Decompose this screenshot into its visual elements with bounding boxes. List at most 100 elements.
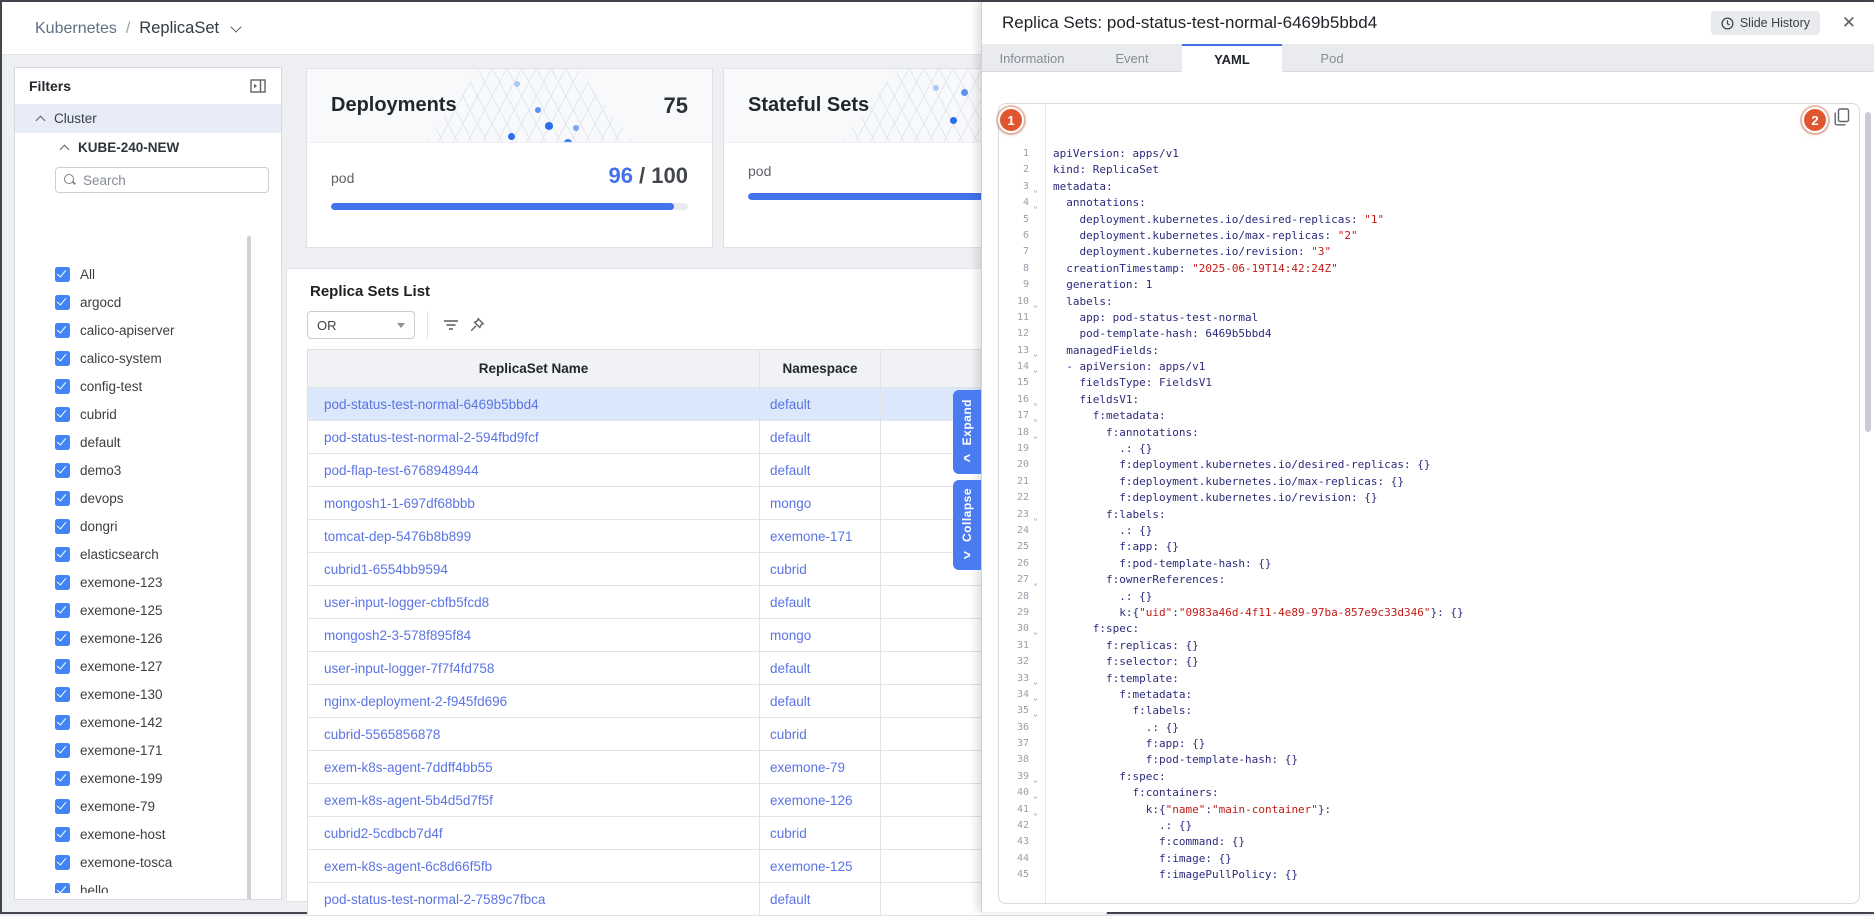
namespace-link[interactable]: default	[770, 660, 811, 676]
namespace-item-hello[interactable]: hello	[15, 876, 281, 893]
line-number[interactable]: 14 ⌄	[999, 359, 1038, 375]
checkbox-checked[interactable]	[55, 882, 70, 893]
namespace-item-exemone-79[interactable]: exemone-79	[15, 792, 281, 820]
namespace-item-dongri[interactable]: dongri	[15, 512, 281, 540]
replicaset-name-link[interactable]: exem-k8s-agent-5b4d5d7f5f	[324, 792, 493, 808]
breadcrumb-root[interactable]: Kubernetes	[35, 19, 117, 37]
namespace-link[interactable]: default	[770, 693, 811, 709]
table-row[interactable]: cubrid2-5cdbcb7d4f cubrid	[308, 817, 1106, 850]
checkbox-checked[interactable]	[55, 350, 70, 366]
namespace-link[interactable]: exemone-171	[770, 528, 853, 544]
fold-caret-icon[interactable]: ⌄	[1033, 414, 1038, 424]
line-number[interactable]: 41 ⌄	[999, 802, 1038, 818]
tab-pod[interactable]: Pod	[1320, 50, 1344, 66]
namespace-item-calico-system[interactable]: calico-system	[15, 344, 281, 372]
namespace-link[interactable]: exemone-79	[770, 759, 846, 775]
namespace-item-config-test[interactable]: config-test	[15, 372, 281, 400]
namespace-item-exemone-tosca[interactable]: exemone-tosca	[15, 848, 281, 876]
chevron-up-icon[interactable]	[59, 144, 70, 155]
fold-caret-icon[interactable]: ⌄	[1033, 791, 1038, 801]
namespace-item-exemone-host[interactable]: exemone-host	[15, 820, 281, 848]
line-number[interactable]: 33 ⌄	[999, 671, 1038, 687]
namespace-link[interactable]: default	[770, 891, 811, 907]
replicaset-name-link[interactable]: tomcat-dep-5476b8b899	[324, 528, 472, 544]
namespace-item-devops[interactable]: devops	[15, 484, 281, 512]
fold-caret-icon[interactable]: ⌄	[1033, 676, 1038, 686]
checkbox-checked[interactable]	[55, 434, 70, 450]
namespace-item-exemone-199[interactable]: exemone-199	[15, 764, 281, 792]
replicaset-name-link[interactable]: exem-k8s-agent-7ddff4bb55	[324, 759, 493, 775]
line-number[interactable]: 16 ⌄	[999, 392, 1038, 408]
table-row[interactable]: nginx-deployment-2-f945fd696 default	[308, 685, 1106, 718]
namespace-item-All[interactable]: All	[15, 260, 281, 288]
table-row[interactable]: user-input-logger-7f7f4fd758 default	[308, 652, 1106, 685]
table-row[interactable]: mongosh2-3-578f895f84 mongo	[308, 619, 1106, 652]
line-number[interactable]: 30 ⌄	[999, 621, 1038, 637]
column-header-namespace[interactable]: Namespace	[760, 350, 881, 387]
fold-caret-icon[interactable]: ⌄	[1033, 627, 1038, 637]
checkbox-checked[interactable]	[55, 630, 70, 646]
checkbox-checked[interactable]	[55, 518, 70, 534]
line-number[interactable]: 10 ⌄	[999, 294, 1038, 310]
namespace-link[interactable]: cubrid	[770, 825, 807, 841]
replicaset-name-link[interactable]: pod-status-test-normal-2-594fbd9fcf	[324, 429, 539, 445]
replicaset-name-link[interactable]: user-input-logger-7f7f4fd758	[324, 660, 495, 676]
replicaset-name-link[interactable]: cubrid-5565856878	[324, 726, 441, 742]
operator-select[interactable]: OR	[307, 311, 415, 339]
checkbox-checked[interactable]	[55, 854, 70, 870]
line-number[interactable]: 34 ⌄	[999, 687, 1038, 703]
checkbox-checked[interactable]	[55, 798, 70, 814]
chevron-down-icon[interactable]	[230, 20, 242, 33]
namespace-item-exemone-123[interactable]: exemone-123	[15, 568, 281, 596]
line-number[interactable]: 40 ⌄	[999, 785, 1038, 801]
checkbox-checked[interactable]	[55, 546, 70, 562]
line-number[interactable]: 3 ⌄	[999, 179, 1038, 195]
filter-icon[interactable]	[438, 312, 464, 338]
table-row[interactable]: exem-k8s-agent-7ddff4bb55 exemone-79	[308, 751, 1106, 784]
breadcrumb-current[interactable]: ReplicaSet	[139, 19, 220, 37]
replicaset-name-link[interactable]: exem-k8s-agent-6c8d66f5fb	[324, 858, 493, 874]
checkbox-checked[interactable]	[55, 462, 70, 478]
line-number[interactable]: 35 ⌄	[999, 703, 1038, 719]
namespace-link[interactable]: default	[770, 429, 811, 445]
namespace-item-calico-apiserver[interactable]: calico-apiserver	[15, 316, 281, 344]
column-header-replicaset-name[interactable]: ReplicaSet Name	[308, 350, 760, 387]
checkbox-checked[interactable]	[55, 770, 70, 786]
namespace-link[interactable]: default	[770, 594, 811, 610]
namespace-item-default[interactable]: default	[15, 428, 281, 456]
replicaset-name-link[interactable]: mongosh1-1-697df68bbb	[324, 495, 475, 511]
fold-caret-icon[interactable]: ⌄	[1033, 184, 1038, 194]
fold-caret-icon[interactable]: ⌄	[1033, 348, 1038, 358]
fold-caret-icon[interactable]: ⌄	[1033, 709, 1038, 719]
line-number[interactable]: 39 ⌄	[999, 769, 1038, 785]
tree-node-cluster[interactable]: Cluster	[15, 104, 281, 133]
namespace-link[interactable]: mongo	[770, 495, 812, 511]
checkbox-checked[interactable]	[55, 714, 70, 730]
tab-information[interactable]: Information	[999, 50, 1065, 66]
slide-history-button[interactable]: Slide History	[1710, 11, 1820, 35]
chevron-up-icon[interactable]	[35, 115, 46, 126]
copy-icon[interactable]	[1834, 108, 1850, 126]
namespace-link[interactable]: mongo	[770, 627, 812, 643]
fold-caret-icon[interactable]: ⌄	[1033, 512, 1038, 522]
namespace-item-exemone-127[interactable]: exemone-127	[15, 652, 281, 680]
tab-yaml[interactable]: YAML	[1182, 44, 1282, 72]
checkbox-checked[interactable]	[55, 602, 70, 618]
namespace-link[interactable]: default	[770, 462, 811, 478]
checkbox-checked[interactable]	[55, 322, 70, 338]
namespace-item-cubrid[interactable]: cubrid	[15, 400, 281, 428]
namespace-item-elasticsearch[interactable]: elasticsearch	[15, 540, 281, 568]
namespace-item-exemone-126[interactable]: exemone-126	[15, 624, 281, 652]
close-icon[interactable]: ✕	[1841, 13, 1856, 32]
checkbox-checked[interactable]	[55, 826, 70, 842]
panel-scrollbar[interactable]	[1865, 112, 1871, 432]
fold-caret-icon[interactable]: ⌄	[1033, 365, 1038, 375]
replicaset-name-link[interactable]: nginx-deployment-2-f945fd696	[324, 693, 508, 709]
replicaset-name-link[interactable]: cubrid2-5cdbcb7d4f	[324, 825, 443, 841]
fold-caret-icon[interactable]: ⌄	[1033, 201, 1038, 211]
line-number[interactable]: 17 ⌄	[999, 408, 1038, 424]
namespace-item-exemone-142[interactable]: exemone-142	[15, 708, 281, 736]
fold-caret-icon[interactable]: ⌄	[1033, 578, 1038, 588]
namespace-item-exemone-171[interactable]: exemone-171	[15, 736, 281, 764]
namespace-link[interactable]: cubrid	[770, 561, 807, 577]
